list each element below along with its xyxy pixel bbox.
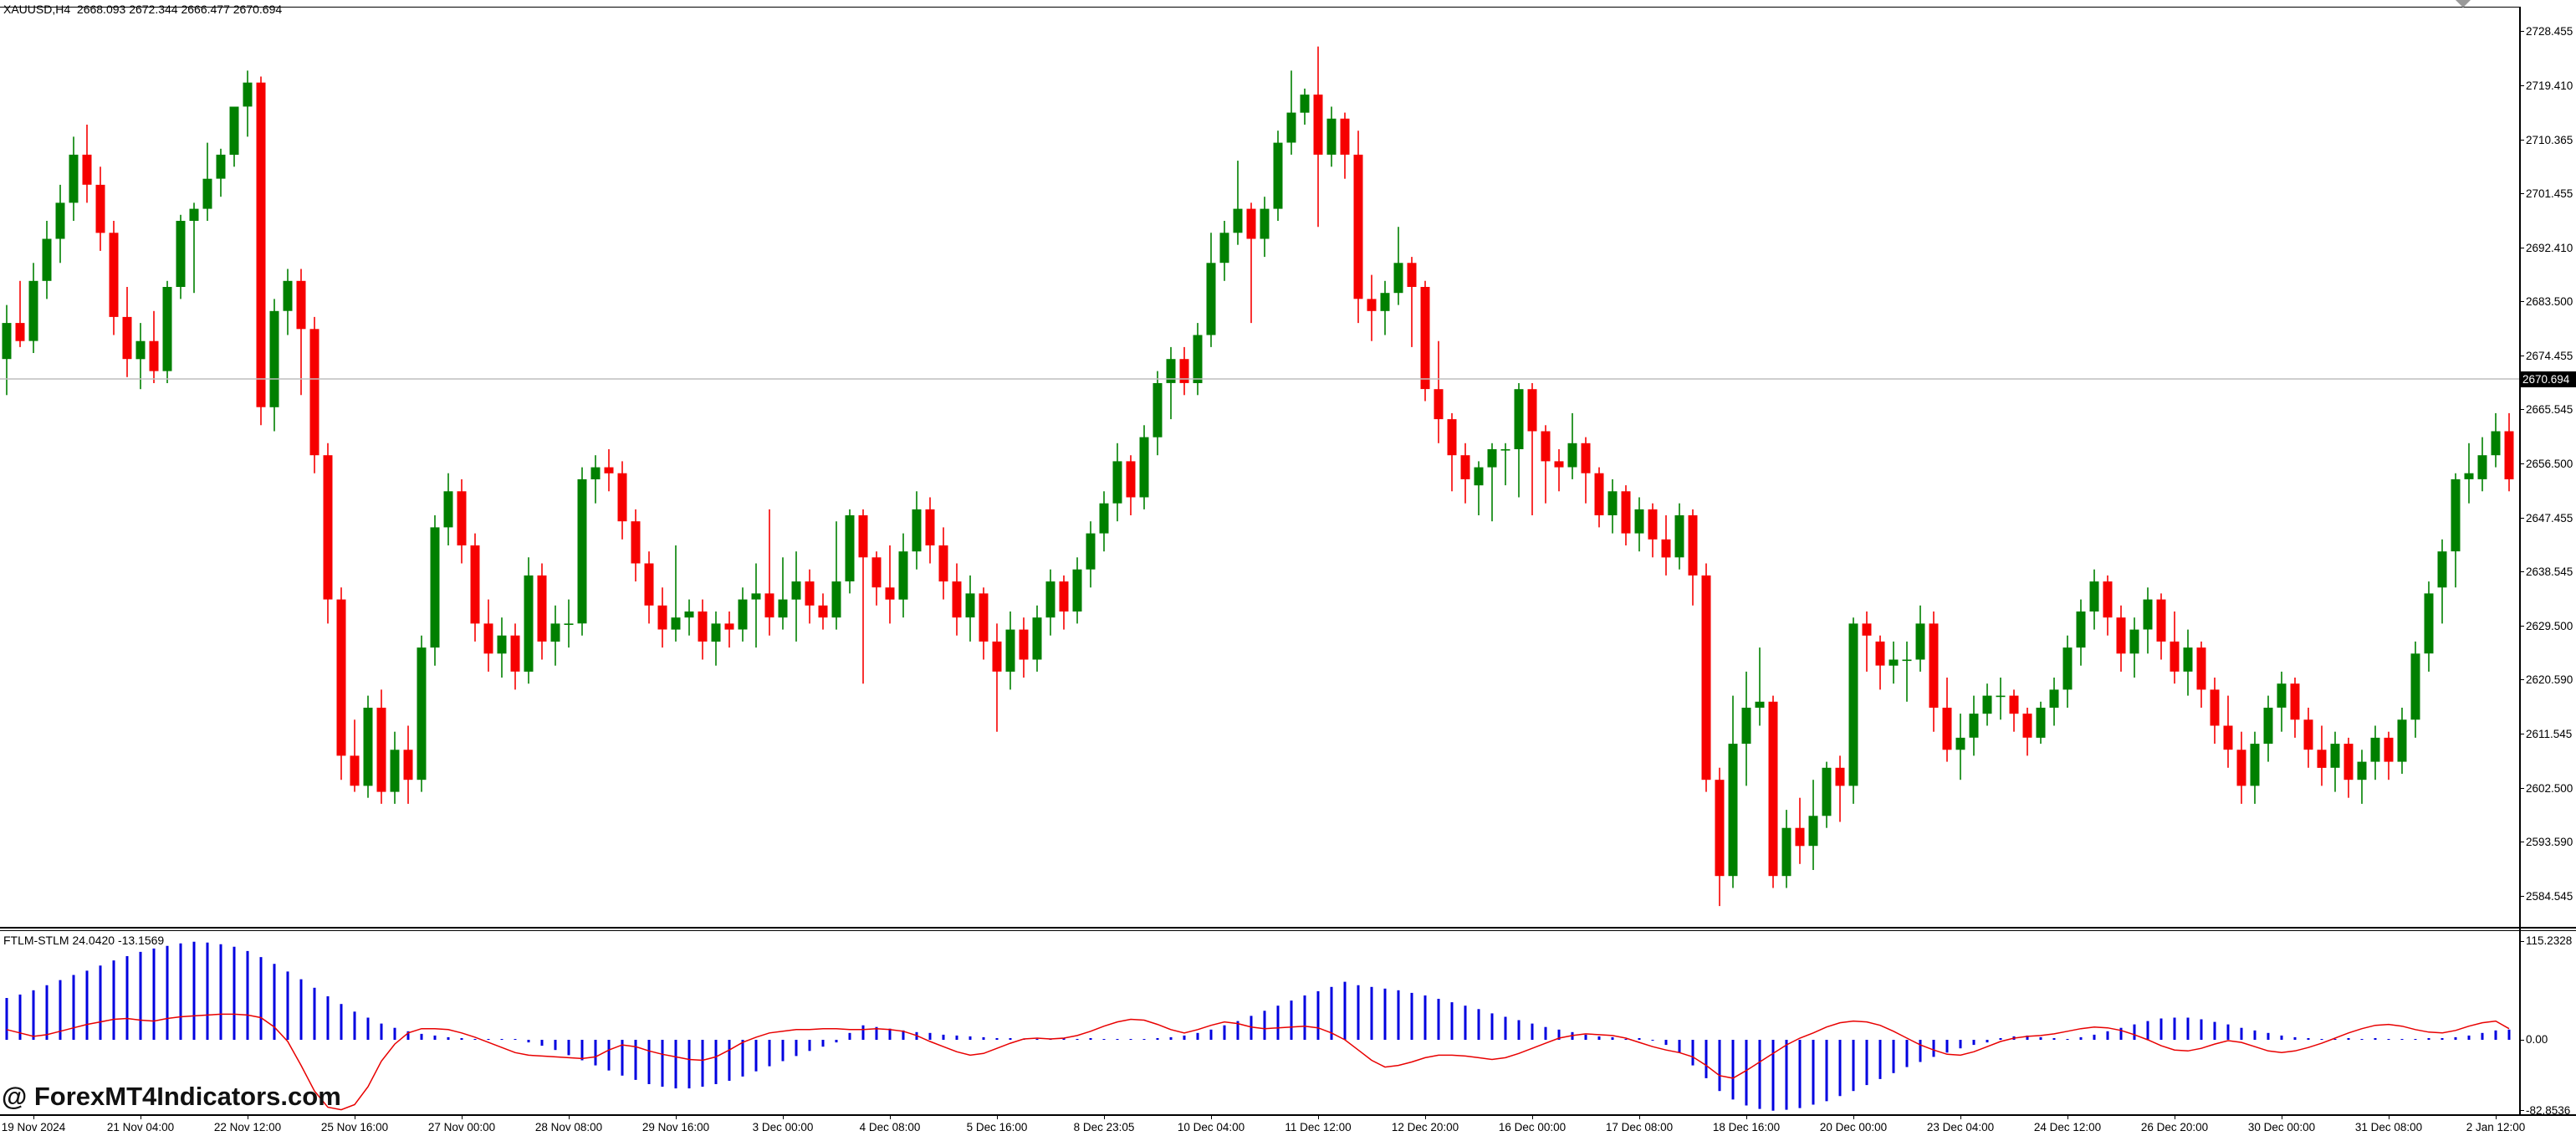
symbol-ohlc-title: XAUUSD,H4 2668.093 2672.344 2666.477 267…: [3, 3, 283, 16]
time-tick-mark: [676, 1114, 677, 1119]
price-tick-label: 2647.455: [2526, 511, 2573, 525]
time-tick-label: 25 Nov 16:00: [320, 1121, 389, 1133]
time-tick-label: 16 Dec 00:00: [1498, 1121, 1567, 1133]
time-tick-mark: [1746, 1114, 1747, 1119]
time-tick-mark: [569, 1114, 570, 1119]
panel-divider-inner: [0, 930, 2576, 931]
time-tick-mark: [33, 1114, 34, 1119]
indicator-label: FTLM-STLM 24.0420 -13.1569: [3, 934, 165, 947]
indicator-subwindow-plot[interactable]: [0, 930, 2519, 1114]
time-tick-label: 19 Nov 2024: [1, 1121, 66, 1133]
time-tick-label: 12 Dec 20:00: [1391, 1121, 1459, 1133]
time-tick-mark: [997, 1114, 998, 1119]
time-tick-label: 5 Dec 16:00: [966, 1121, 1028, 1133]
panel-divider[interactable]: [0, 927, 2576, 929]
time-tick-mark: [783, 1114, 784, 1119]
watermark-text: @ ForexMT4Indicators.com: [2, 1082, 341, 1111]
time-tick-label: 30 Dec 00:00: [2247, 1121, 2316, 1133]
time-tick-label: 11 Dec 12:00: [1285, 1121, 1352, 1133]
price-tick-mark: [2519, 85, 2524, 87]
price-tick-label: 2638.545: [2526, 565, 2573, 578]
price-tick-mark: [2519, 679, 2524, 681]
price-tick-label: 2602.500: [2526, 781, 2573, 795]
time-tick-label: 18 Dec 16:00: [1712, 1121, 1781, 1133]
time-tick-label: 24 Dec 12:00: [2033, 1121, 2102, 1133]
time-tick-mark: [1532, 1114, 1533, 1119]
price-tick-label: 2719.410: [2526, 79, 2573, 92]
time-tick-label: 29 Nov 16:00: [641, 1121, 710, 1133]
price-tick-mark: [2519, 31, 2524, 33]
price-tick-mark: [2519, 571, 2524, 573]
price-tick-mark: [2519, 788, 2524, 790]
time-tick-mark: [2067, 1114, 2068, 1119]
time-tick-label: 26 Dec 20:00: [2140, 1121, 2209, 1133]
time-tick-label: 28 Nov 08:00: [534, 1121, 603, 1133]
time-tick-mark: [1853, 1114, 1854, 1119]
price-tick-mark: [2519, 463, 2524, 465]
chart-top-border: [0, 7, 2519, 8]
price-tick-label: 2683.500: [2526, 294, 2573, 308]
indicator-tick-label: 115.2328: [2526, 934, 2573, 948]
indicator-layer: [5, 941, 2511, 1111]
time-tick-label: 22 Nov 12:00: [213, 1121, 282, 1133]
time-tick-mark: [1960, 1114, 1961, 1119]
indicator-tick-mark: [2519, 940, 2524, 942]
price-tick-mark: [2519, 409, 2524, 411]
price-tick-label: 2629.500: [2526, 619, 2573, 632]
price-axis-border: [2519, 7, 2521, 1116]
time-tick-label: 10 Dec 04:00: [1177, 1121, 1245, 1133]
current-price-box: 2670.694: [2520, 371, 2576, 387]
price-tick-mark: [2519, 301, 2524, 303]
time-tick-label: 20 Dec 00:00: [1819, 1121, 1888, 1133]
price-tick-mark: [2519, 896, 2524, 898]
price-tick-label: 2584.545: [2526, 889, 2573, 903]
time-tick-mark: [890, 1114, 891, 1119]
price-tick-label: 2656.500: [2526, 457, 2573, 470]
time-tick-label: 17 Dec 08:00: [1605, 1121, 1674, 1133]
time-tick-mark: [1211, 1114, 1212, 1119]
time-tick-mark: [462, 1114, 463, 1119]
price-tick-label: 2611.545: [2526, 727, 2573, 740]
time-tick-label: 3 Dec 00:00: [752, 1121, 814, 1133]
time-tick-label: 8 Dec 23:05: [1073, 1121, 1135, 1133]
time-tick-label: 4 Dec 08:00: [859, 1121, 921, 1133]
price-tick-mark: [2519, 626, 2524, 627]
price-tick-label: 2692.410: [2526, 241, 2573, 254]
price-tick-mark: [2519, 518, 2524, 519]
time-tick-label: 31 Dec 08:00: [2354, 1121, 2423, 1133]
price-tick-label: 2710.365: [2526, 133, 2573, 146]
time-tick-mark: [2496, 1114, 2497, 1119]
main-chart-plot[interactable]: [0, 0, 2519, 927]
price-tick-label: 2728.455: [2526, 24, 2573, 38]
indicator-tick-label: -82.8536: [2526, 1103, 2571, 1117]
indicator-tick-mark: [2519, 1039, 2524, 1041]
price-tick-label: 2674.455: [2526, 349, 2573, 362]
price-tick-label: 2665.545: [2526, 402, 2573, 416]
time-axis-border: [0, 1114, 2576, 1116]
chart-shift-marker-icon[interactable]: [2456, 0, 2471, 8]
time-tick-label: 27 Nov 00:00: [427, 1121, 496, 1133]
price-tick-label: 2701.455: [2526, 187, 2573, 200]
price-tick-label: 2593.590: [2526, 835, 2573, 848]
candlestick-layer: [0, 46, 2519, 907]
indicator-tick-mark: [2519, 1110, 2524, 1111]
indicator-tick-label: 0.00: [2526, 1033, 2548, 1046]
price-tick-mark: [2519, 193, 2524, 195]
indicator-axis[interactable]: [2519, 930, 2576, 1114]
time-tick-label: 23 Dec 04:00: [1926, 1121, 1995, 1133]
time-tick-mark: [1104, 1114, 1105, 1119]
time-tick-mark: [1639, 1114, 1640, 1119]
price-tick-mark: [2519, 140, 2524, 141]
price-tick-label: 2620.590: [2526, 673, 2573, 686]
time-tick-mark: [1425, 1114, 1426, 1119]
time-tick-mark: [1318, 1114, 1319, 1119]
time-tick-label: 21 Nov 04:00: [106, 1121, 175, 1133]
time-tick-label: 2 Jan 12:00: [2466, 1121, 2526, 1133]
